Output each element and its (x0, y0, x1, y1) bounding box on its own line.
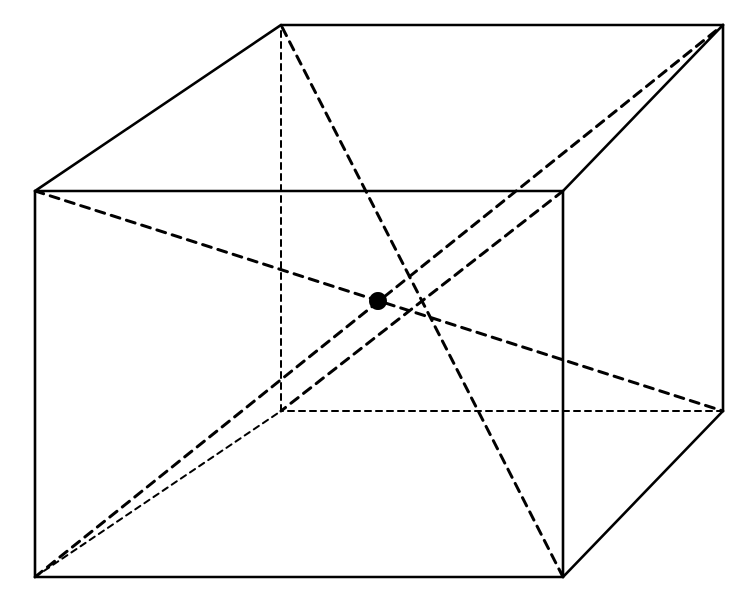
cube-edge (35, 25, 281, 191)
cube-edge (563, 25, 723, 191)
cube-edge-hidden (35, 411, 281, 577)
center-point (369, 292, 387, 310)
cube-edge (563, 411, 723, 577)
space-diagonal (281, 191, 563, 411)
cube-diagram (0, 0, 756, 602)
